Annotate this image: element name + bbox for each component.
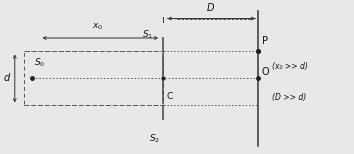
Text: $x_0$: $x_0$ xyxy=(92,22,103,32)
Text: C: C xyxy=(166,92,173,101)
Text: d: d xyxy=(4,73,10,83)
Text: D: D xyxy=(207,3,214,13)
Text: O: O xyxy=(262,67,269,77)
Text: $S_0$: $S_0$ xyxy=(34,57,46,69)
Text: (D >> d): (D >> d) xyxy=(272,93,307,102)
Bar xyxy=(24,51,163,105)
Text: P: P xyxy=(262,36,268,45)
Text: (x₀ >> d): (x₀ >> d) xyxy=(272,62,308,71)
Text: $S_2$: $S_2$ xyxy=(149,132,160,145)
Text: $S_1$: $S_1$ xyxy=(142,28,153,41)
